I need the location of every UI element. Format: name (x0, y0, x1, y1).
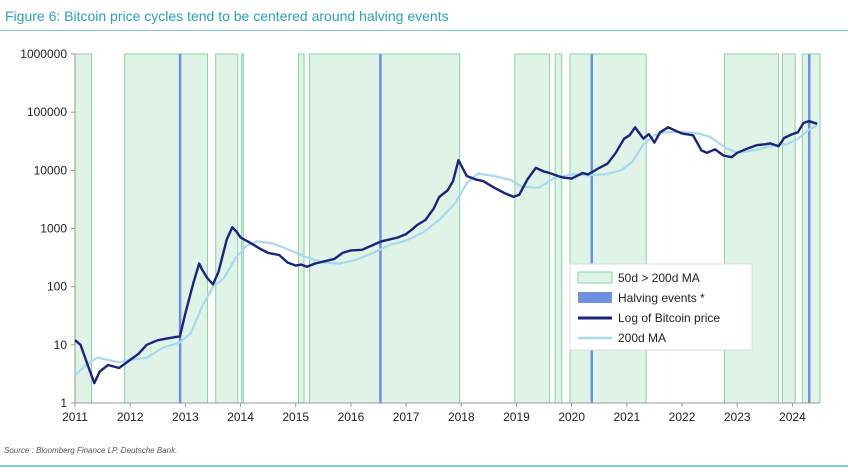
x-tick-label: 2017 (393, 410, 420, 424)
x-tick-label: 2014 (227, 410, 254, 424)
y-tick-label: 10 (54, 338, 68, 352)
chart-svg: 1 10 100 1000 10000 100000 1000000 2011 2012 2013… (20, 47, 821, 424)
legend-swatch-halving (578, 292, 612, 303)
x-tick-label: 2019 (503, 410, 530, 424)
y-tick-label: 1000000 (20, 47, 67, 61)
chart-container: 1 10 100 1000 10000 100000 1000000 2011 2012 2013… (0, 32, 848, 444)
x-tick-label: 2012 (117, 410, 144, 424)
series-200d-ma (74, 124, 818, 377)
legend-label: 200d MA (618, 331, 666, 345)
ma-cross-period (309, 53, 461, 404)
ma-cross-period (124, 53, 208, 404)
ma-cross-period (554, 53, 563, 404)
halving-event-line (379, 54, 382, 403)
x-tick-label: 2023 (724, 410, 751, 424)
x-tick-label: 2021 (614, 410, 641, 424)
title-divider (0, 30, 848, 31)
y-tick-label: 100 (47, 280, 67, 294)
legend-label: Log of Bitcoin price (618, 311, 720, 325)
x-tick-label: 2024 (779, 410, 806, 424)
bottom-divider (0, 465, 848, 467)
ma-cross-period (781, 53, 796, 404)
halving-event-line (590, 54, 594, 403)
page-title: Figure 6: Bitcoin price cycles tend to b… (5, 8, 449, 24)
halving-event-line (807, 54, 811, 403)
source-note: Source : Bloomberg Finance LP, Deutsche … (4, 446, 178, 455)
ma-cross-period (514, 53, 551, 404)
x-tick-label: 2018 (448, 410, 475, 424)
x-tick-label: 2015 (282, 410, 309, 424)
series-bitcoin-price (74, 120, 818, 385)
x-tick-label: 2020 (558, 410, 585, 424)
legend-swatch-ma-cross (577, 271, 613, 284)
x-tick-label: 2022 (669, 410, 696, 424)
ma-cross-period (569, 53, 647, 404)
x-tick-label: 2013 (172, 410, 199, 424)
x-tick-label: 2011 (62, 410, 88, 424)
ma-cross-period (801, 53, 821, 404)
y-tick-label: 1 (60, 396, 67, 410)
legend-label: Halving events * (618, 291, 705, 305)
ma-cross-period (241, 53, 244, 404)
y-tick-label: 10000 (34, 163, 68, 177)
ma-cross-period (724, 53, 780, 404)
y-tick-label: 1000 (40, 222, 67, 236)
legend-label: 50d > 200d MA (618, 271, 700, 285)
x-tick-label: 2016 (338, 410, 365, 424)
ma-cross-period (298, 53, 305, 404)
halving-event-line (178, 54, 182, 403)
y-tick-label: 100000 (27, 105, 67, 119)
